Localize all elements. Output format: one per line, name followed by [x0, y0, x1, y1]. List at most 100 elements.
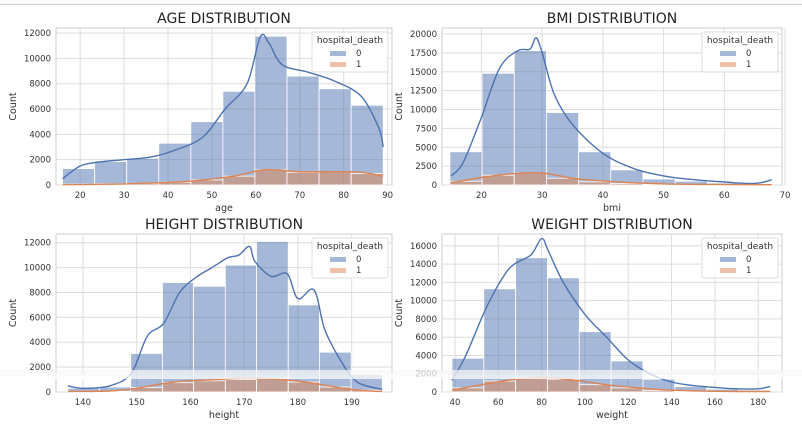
legend: hospital_death 01 [701, 237, 779, 279]
histogram-bar-1 [546, 177, 580, 186]
histogram-bar-0 [286, 75, 320, 186]
histogram-bar-0 [254, 35, 288, 186]
x-tick-label: 50 [658, 191, 669, 201]
chart-title: BMI DISTRIBUTION [547, 11, 678, 27]
x-tick-label: 90 [382, 191, 393, 201]
x-tick-label: 120 [620, 398, 636, 408]
y-tick-label: 0 [46, 181, 51, 191]
kde-line-0 [67, 245, 383, 391]
x-tick-label: 160 [182, 398, 198, 408]
y-tick-label: 0 [46, 388, 51, 398]
histogram-bar-0 [190, 121, 224, 186]
y-tick-label: 12000 [24, 239, 51, 249]
histogram-bar-0 [158, 142, 192, 186]
histogram-bar-0 [256, 241, 289, 393]
x-tick-label: 40 [597, 191, 608, 201]
kde-line-0 [62, 33, 384, 180]
y-tick-label: 17500 [410, 49, 437, 59]
x-tick-label: 180 [750, 398, 766, 408]
histogram-bar-1 [224, 379, 257, 393]
y-tick-label: 0 [432, 181, 437, 191]
y-tick-label: 12500 [410, 87, 437, 97]
histogram-bar-0 [62, 168, 96, 186]
y-tick-label: 10000 [410, 297, 437, 307]
legend-swatch-1 [720, 268, 736, 273]
histogram-bar-1 [578, 181, 612, 186]
x-tick-label: 70 [294, 191, 305, 201]
kde-line-0 [451, 237, 771, 390]
y-tick-label: 16000 [410, 242, 437, 252]
x-axis-label: age [215, 203, 233, 214]
y-tick-label: 12000 [24, 29, 51, 39]
y-tick-label: 20000 [410, 30, 437, 40]
legend: hospital_death 01 [311, 31, 389, 73]
kde-line-0 [450, 37, 772, 185]
y-tick-label: 14000 [410, 260, 437, 270]
subplot-height: 140 150 160 170 180 190 0 2000 4000 6000 8000 10000… [8, 217, 393, 421]
histogram-bar-1 [483, 380, 517, 393]
legend-swatch-1 [720, 62, 736, 67]
legend-swatch-0 [720, 257, 736, 262]
x-tick-label: 40 [163, 191, 174, 201]
y-tick-label: 4000 [29, 130, 51, 140]
x-tick-label: 60 [719, 191, 730, 201]
chart-title: HEIGHT DISTRIBUTION [145, 217, 303, 233]
x-tick-label: 180 [290, 398, 306, 408]
x-tick-label: 70 [780, 191, 791, 201]
y-axis-label: Count [394, 92, 405, 120]
histogram-bar-0 [318, 88, 352, 186]
y-tick-label: 2000 [29, 363, 51, 373]
y-tick-label: 8000 [415, 315, 437, 325]
scroll-overlay-band [0, 370, 802, 379]
kde-line-1 [62, 168, 384, 186]
y-tick-label: 12000 [410, 278, 437, 288]
x-tick-label: 170 [236, 398, 252, 408]
y-tick-label: 6000 [415, 333, 437, 343]
legend-title: hospital_death [317, 36, 383, 46]
legend-entry-1: 1 [746, 60, 751, 70]
histogram-bar-1 [547, 378, 580, 393]
x-tick-label: 140 [663, 398, 679, 408]
y-tick-label: 0 [432, 388, 437, 398]
x-tick-label: 40 [450, 398, 461, 408]
legend-swatch-0 [330, 51, 346, 56]
histogram-bar-0 [481, 72, 515, 186]
x-tick-label: 20 [476, 191, 487, 201]
histogram-bar-0 [515, 257, 548, 393]
x-tick-label: 140 [75, 398, 91, 408]
x-tick-label: 30 [119, 191, 130, 201]
histogram-bar-1 [162, 382, 195, 393]
legend-entry-0: 0 [356, 255, 361, 265]
y-tick-label: 5000 [415, 143, 437, 153]
histogram-bar-1 [318, 171, 352, 186]
y-tick-label: 2500 [415, 162, 437, 172]
legend-swatch-0 [720, 51, 736, 56]
histogram-bar-1 [610, 387, 644, 393]
legend: hospital_death 01 [701, 31, 779, 73]
x-axis-label: weight [596, 410, 628, 421]
histogram-bar-1 [319, 386, 352, 393]
y-axis-label: Count [394, 299, 405, 327]
x-axis-label: bmi [603, 203, 621, 214]
y-tick-label: 8000 [29, 288, 51, 298]
y-tick-label: 10000 [24, 54, 51, 64]
subplot-age: 20 30 40 50 60 70 80 90 0 2000 4000 6000 8000 10000 12… [8, 11, 393, 214]
x-axis-label: height [209, 410, 240, 421]
x-tick-label: 100 [577, 398, 593, 408]
y-tick-label: 6000 [29, 105, 51, 115]
y-tick-label: 15000 [410, 68, 437, 78]
kde-line-1 [450, 171, 772, 186]
x-tick-label: 160 [707, 398, 723, 408]
legend-entry-1: 1 [356, 266, 361, 276]
legend-swatch-1 [330, 268, 346, 273]
legend-entry-0: 0 [356, 49, 361, 59]
x-tick-label: 150 [129, 398, 145, 408]
x-tick-label: 60 [493, 398, 504, 408]
x-tick-label: 50 [207, 191, 218, 201]
chart-title: AGE DISTRIBUTION [157, 11, 291, 27]
window-top-edge [0, 0, 802, 5]
legend-entry-1: 1 [746, 266, 751, 276]
y-tick-label: 6000 [29, 313, 51, 323]
histogram-bar-1 [193, 380, 226, 393]
y-tick-label: 8000 [29, 80, 51, 90]
